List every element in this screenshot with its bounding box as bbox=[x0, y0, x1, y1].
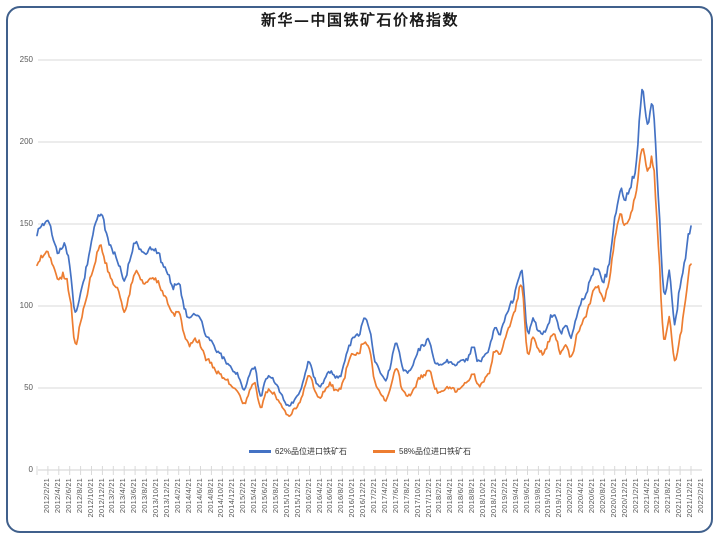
x-axis-tick-label: 2014/10/21 bbox=[216, 478, 226, 518]
x-axis-tick-label: 2021/10/21 bbox=[674, 478, 684, 518]
x-axis-tick-label: 2018/12/21 bbox=[488, 478, 498, 518]
x-axis-tick-label: 2021/2/21 bbox=[630, 478, 640, 514]
x-axis-tick-label: 2015/2/21 bbox=[238, 478, 248, 514]
legend-item-62: 62%品位进口铁矿石 bbox=[248, 446, 347, 457]
x-axis-tick-label: 2020/2/21 bbox=[565, 478, 575, 514]
x-axis-tick-label: 2018/10/21 bbox=[478, 478, 487, 518]
x-axis-tick-label: 2020/10/21 bbox=[608, 478, 618, 518]
x-axis-tick-label: 2018/2/21 bbox=[434, 478, 444, 514]
x-axis-tick-label: 2019/8/21 bbox=[532, 478, 542, 514]
x-axis-tick-label: 2020/6/21 bbox=[587, 478, 596, 514]
x-axis-tick-label: 2013/2/21 bbox=[107, 478, 117, 514]
series-58-line bbox=[36, 148, 692, 418]
y-axis-tick-label: 0 bbox=[28, 465, 33, 474]
x-axis-tick-label: 2014/4/21 bbox=[183, 478, 193, 514]
y-axis-tick-label: 100 bbox=[19, 301, 33, 310]
x-axis-tick-label: 2016/6/21 bbox=[325, 478, 335, 514]
x-axis-tick-label: 2017/4/21 bbox=[379, 478, 389, 514]
x-axis-tick-label: 2016/10/21 bbox=[347, 478, 357, 518]
x-axis-tick-label: 2014/8/21 bbox=[205, 478, 215, 514]
x-axis-tick-label: 2016/4/21 bbox=[314, 478, 324, 514]
x-axis-tick-label: 2013/6/21 bbox=[129, 478, 139, 514]
y-axis-tick-label: 150 bbox=[19, 219, 33, 228]
x-axis-tick-label: 2017/10/21 bbox=[412, 478, 422, 518]
x-axis-tick-label: 2018/4/21 bbox=[445, 478, 455, 514]
x-axis-tick-label: 2021/12/21 bbox=[685, 478, 695, 518]
x-axis-tick-label: 2016/12/21 bbox=[358, 478, 368, 518]
x-axis-tick-label: 2017/2/21 bbox=[369, 478, 378, 514]
x-axis-tick-label: 2014/2/21 bbox=[172, 478, 182, 514]
x-axis-tick-label: 2013/10/21 bbox=[151, 478, 160, 518]
x-axis-tick-label: 2016/2/21 bbox=[303, 478, 313, 514]
x-axis-tick-label: 2017/6/21 bbox=[390, 478, 400, 514]
x-axis-tick-label: 2020/4/21 bbox=[576, 478, 586, 514]
y-axis-tick-label: 50 bbox=[24, 383, 33, 392]
x-axis-tick-label: 2021/6/21 bbox=[652, 478, 662, 514]
y-axis-tick-label: 250 bbox=[19, 55, 33, 64]
legend-item-58: 58%品位进口铁矿石 bbox=[373, 446, 471, 457]
x-axis-tick-label: 2019/4/21 bbox=[510, 478, 520, 514]
x-axis-tick-label: 2018/6/21 bbox=[456, 478, 466, 514]
x-axis-tick-label: 2012/12/21 bbox=[96, 478, 106, 518]
x-axis-tick-label: 2019/10/21 bbox=[543, 478, 553, 518]
x-axis-tick-label: 2012/10/21 bbox=[85, 478, 95, 518]
legend-label-62: 62%品位进口铁矿石 bbox=[274, 447, 347, 456]
legend-swatch-62-icon bbox=[248, 450, 271, 453]
x-axis-tick-label: 2013/8/21 bbox=[140, 478, 150, 514]
x-axis-tick-label: 2012/4/21 bbox=[52, 478, 62, 514]
x-axis-tick-label: 2016/8/21 bbox=[336, 478, 346, 514]
legend-label-58: 58%品位进口铁矿石 bbox=[399, 447, 472, 456]
chart-legend: 62%品位进口铁矿石 58%品位进口铁矿石 bbox=[0, 446, 720, 457]
x-axis-tick-label: 2014/6/21 bbox=[194, 478, 204, 514]
x-axis-tick-label: 2015/6/21 bbox=[260, 478, 269, 514]
x-axis-tick-label: 2018/8/21 bbox=[467, 478, 477, 514]
x-axis-tick-label: 2017/12/21 bbox=[423, 478, 433, 518]
x-axis-tick-label: 2013/4/21 bbox=[118, 478, 128, 514]
x-axis-tick-label: 2019/6/21 bbox=[521, 478, 531, 514]
x-axis-tick-label: 2021/4/21 bbox=[641, 478, 651, 514]
x-axis-tick-label: 2012/2/21 bbox=[42, 478, 51, 514]
x-axis-tick-label: 2020/12/21 bbox=[619, 478, 629, 518]
x-axis-tick-label: 2022/2/21 bbox=[696, 478, 705, 514]
chart-title: 新华—中国铁矿石价格指数 bbox=[260, 11, 459, 29]
x-axis-tick-label: 2015/10/21 bbox=[281, 478, 291, 518]
x-axis-tick-label: 2015/8/21 bbox=[270, 478, 280, 514]
x-axis-tick-label: 2017/8/21 bbox=[401, 478, 411, 514]
x-axis-tick-label: 2015/4/21 bbox=[249, 478, 259, 514]
x-axis-tick-label: 2021/8/21 bbox=[663, 478, 673, 514]
series-62-line bbox=[36, 88, 692, 407]
x-axis-tick-label: 2012/6/21 bbox=[63, 478, 73, 514]
legend-swatch-58-icon bbox=[373, 450, 395, 453]
x-axis-tick-label: 2014/12/21 bbox=[227, 478, 237, 518]
x-axis-tick-label: 2015/12/21 bbox=[292, 478, 302, 518]
x-axis-tick-label: 2019/12/21 bbox=[554, 478, 564, 518]
x-axis-tick-label: 2019/2/21 bbox=[499, 478, 509, 514]
x-axis-tick-label: 2020/8/21 bbox=[597, 478, 607, 514]
y-axis-tick-label: 200 bbox=[19, 137, 33, 146]
x-axis-tick-label: 2012/8/21 bbox=[74, 478, 84, 514]
x-axis-tick-label: 2013/12/21 bbox=[161, 478, 171, 518]
